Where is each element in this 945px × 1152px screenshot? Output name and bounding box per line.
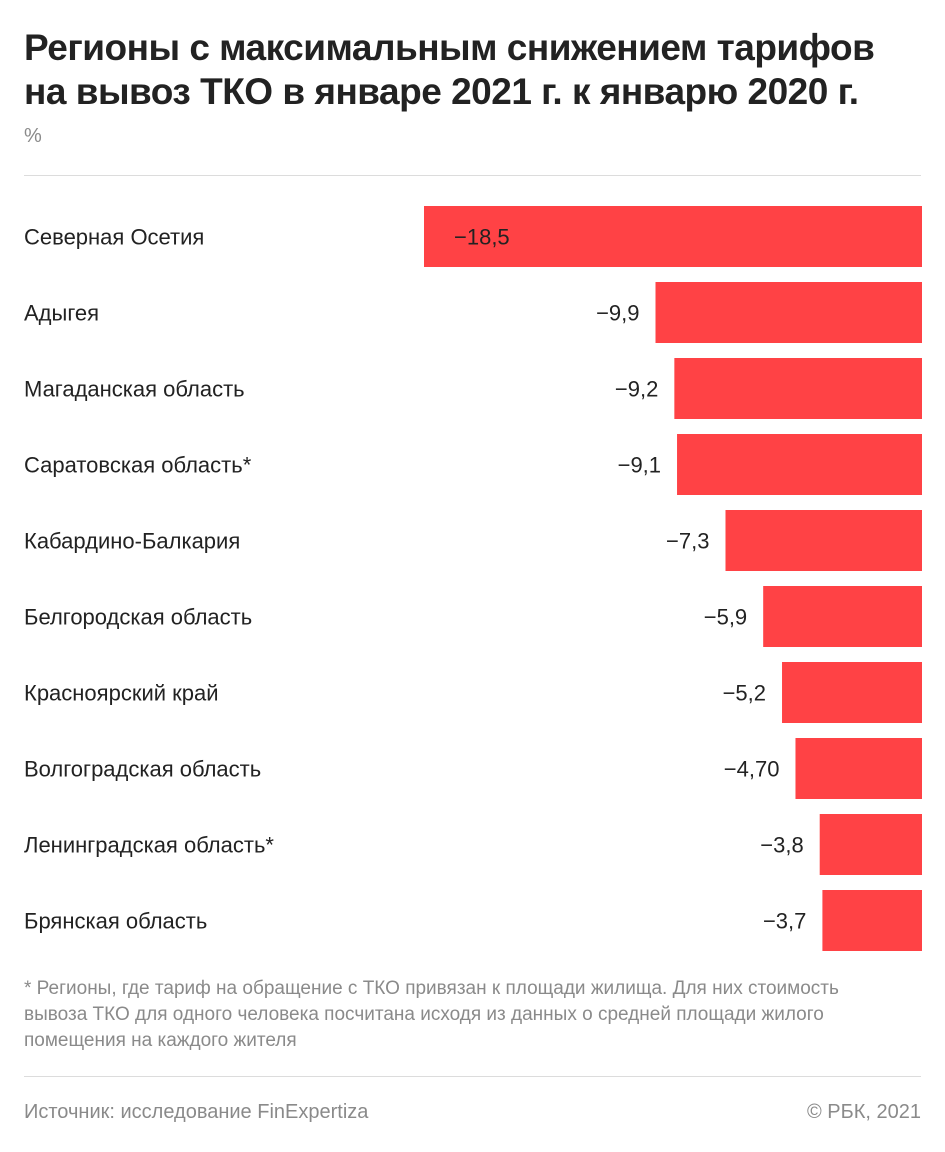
category-label: Волгоградская область bbox=[24, 757, 261, 782]
value-label: −3,7 bbox=[763, 909, 806, 934]
bar bbox=[782, 662, 922, 723]
bar-row: Брянская область −3,7 bbox=[24, 890, 922, 951]
value-label: −3,8 bbox=[760, 833, 803, 858]
bar bbox=[795, 738, 922, 799]
bar bbox=[674, 358, 922, 419]
source-text: Источник: исследование FinExpertiza bbox=[24, 1101, 369, 1123]
category-label: Северная Осетия bbox=[24, 225, 204, 250]
category-label: Магаданская область bbox=[24, 377, 245, 402]
value-label: −9,2 bbox=[615, 377, 658, 402]
bar-row: Адыгея −9,9 bbox=[24, 282, 922, 343]
bar bbox=[424, 206, 922, 267]
copyright-text: © РБК, 2021 bbox=[806, 1101, 921, 1123]
chart-title: Регионы с максимальным снижением тарифов… bbox=[24, 27, 875, 112]
top-divider bbox=[24, 175, 921, 176]
bar-row: Магаданская область −9,2 bbox=[24, 358, 922, 419]
unit-label: % bbox=[24, 125, 42, 147]
value-label: −9,1 bbox=[618, 453, 661, 478]
footnote: * Регионы, где тариф на обращение с ТКО … bbox=[24, 978, 839, 1051]
bar bbox=[725, 510, 922, 571]
bar-row: Ленинградская область* −3,8 bbox=[24, 814, 922, 875]
value-label: −5,9 bbox=[704, 605, 747, 630]
category-label: Красноярский край bbox=[24, 681, 219, 706]
bar-row: Кабардино-Балкария −7,3 bbox=[24, 510, 922, 571]
bar bbox=[655, 282, 922, 343]
category-label: Брянская область bbox=[24, 909, 207, 934]
bar bbox=[819, 814, 922, 875]
bar bbox=[822, 890, 922, 951]
category-label: Адыгея bbox=[24, 301, 99, 326]
category-label: Ленинградская область* bbox=[24, 833, 274, 858]
bar-row: Северная Осетия −18,5 bbox=[24, 206, 922, 267]
category-label: Кабардино-Балкария bbox=[24, 529, 240, 554]
bar-row: Саратовская область* −9,1 bbox=[24, 434, 922, 495]
bar-chart: Северная Осетия −18,5 Адыгея −9,9 Магаданска… bbox=[24, 206, 922, 951]
value-label: −5,2 bbox=[723, 681, 766, 706]
bar-row: Волгоградская область −4,70 bbox=[24, 738, 922, 799]
bar-row: Белгородская область −5,9 bbox=[24, 586, 922, 647]
bar-row: Красноярский край −5,2 bbox=[24, 662, 922, 723]
value-label: −9,9 bbox=[596, 301, 639, 326]
bar bbox=[763, 586, 922, 647]
value-label: −18,5 bbox=[454, 225, 510, 250]
category-label: Саратовская область* bbox=[24, 453, 252, 478]
bar bbox=[677, 434, 922, 495]
value-label: −7,3 bbox=[666, 529, 709, 554]
category-label: Белгородская область bbox=[24, 605, 252, 630]
value-label: −4,70 bbox=[724, 757, 780, 782]
bottom-divider bbox=[24, 1076, 921, 1077]
